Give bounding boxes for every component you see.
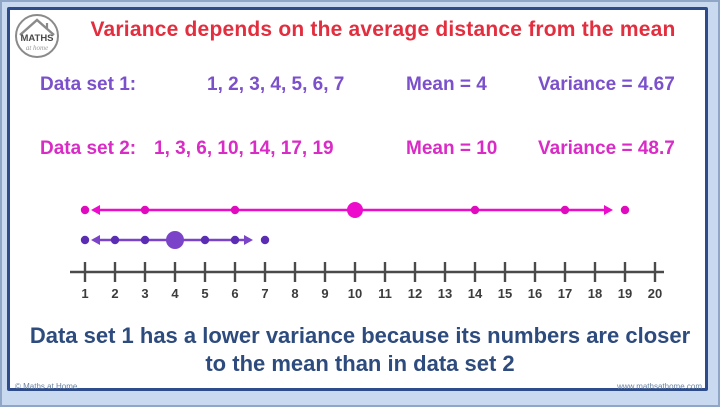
svg-text:18: 18 — [588, 286, 602, 301]
svg-text:19: 19 — [618, 286, 632, 301]
svg-text:11: 11 — [378, 286, 392, 301]
dataset2-values: 1, 3, 6, 10, 14, 17, 19 — [154, 138, 334, 159]
maths-at-home-logo: MATHS at home — [15, 14, 59, 58]
dataset1-values: 1, 2, 3, 4, 5, 6, 7 — [207, 74, 345, 95]
svg-text:8: 8 — [291, 286, 298, 301]
conclusion-line-1: Data set 1 has a lower variance because … — [29, 323, 691, 348]
dataset2-variance: Variance = 48.7 — [538, 138, 675, 159]
svg-text:6: 6 — [231, 286, 238, 301]
svg-text:15: 15 — [498, 286, 512, 301]
website-text: www.mathsathome.com — [617, 382, 702, 391]
svg-text:4: 4 — [171, 286, 179, 301]
dataset1-label: Data set 1: — [40, 74, 137, 95]
svg-text:12: 12 — [408, 286, 422, 301]
svg-text:5: 5 — [201, 286, 208, 301]
number-line-chart: 1 2 3 4 5 6 7 8 9 10 11 12 13 14 15 16 17 18 19 20 — [70, 202, 664, 301]
logo-subtext: at home — [26, 44, 48, 52]
svg-text:3: 3 — [141, 286, 148, 301]
logo-roof-icon — [19, 18, 55, 36]
content-panel — [7, 7, 708, 391]
svg-text:14: 14 — [468, 286, 483, 301]
svg-text:17: 17 — [558, 286, 572, 301]
dataset2-label: Data set 2: — [40, 138, 137, 159]
svg-text:2: 2 — [111, 286, 118, 301]
svg-text:16: 16 — [528, 286, 542, 301]
svg-text:1: 1 — [81, 286, 88, 301]
svg-text:9: 9 — [321, 286, 328, 301]
dataset1-mean: Mean = 4 — [406, 74, 487, 95]
svg-text:20: 20 — [648, 286, 662, 301]
conclusion-line-2: to the mean than in data set 2 — [205, 351, 515, 376]
page-title: Variance depends on the average distance… — [90, 18, 676, 41]
svg-text:13: 13 — [438, 286, 452, 301]
dataset2-mean: Mean = 10 — [406, 138, 498, 159]
logo-text: MATHS — [20, 33, 53, 44]
copyright-text: © Maths at Home — [15, 382, 78, 391]
dataset1-variance: Variance = 4.67 — [538, 74, 675, 95]
conclusion-text: Data set 1 has a lower variance because … — [2, 322, 718, 378]
svg-text:10: 10 — [348, 286, 362, 301]
svg-text:7: 7 — [261, 286, 268, 301]
